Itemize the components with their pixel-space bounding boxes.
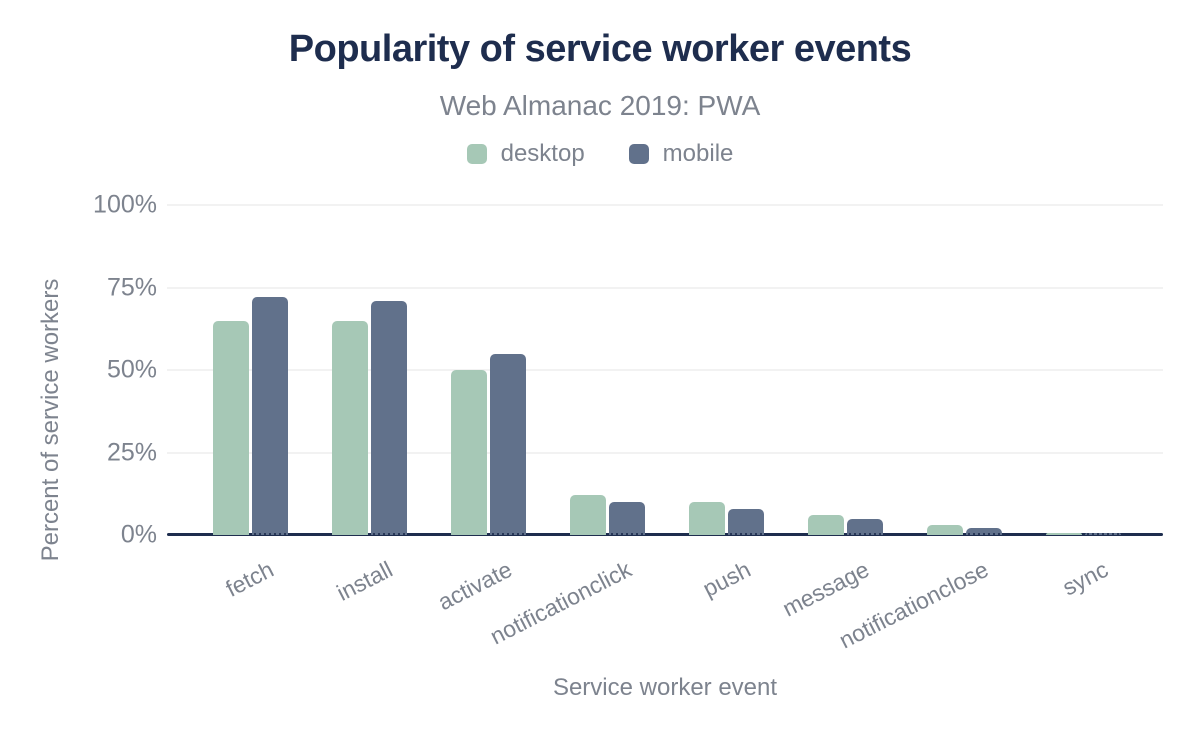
plot-area: 0% 25% 50% 75% 100% fetch install activate notif… xyxy=(93,191,1163,653)
bar-desktop-activate[interactable] xyxy=(450,370,487,535)
x-tick-label-message: message xyxy=(778,556,874,622)
x-tick-label-push: push xyxy=(698,556,755,602)
y-tick-label: 50% xyxy=(106,355,157,384)
bar-mobile-activate[interactable] xyxy=(489,353,526,535)
legend-swatch-desktop xyxy=(466,144,487,164)
y-grid-line xyxy=(167,286,1163,289)
bar-mobile-notificationclose[interactable] xyxy=(966,528,1003,535)
chart-title: Popularity of service worker events xyxy=(288,28,912,70)
bar-group-notificationclick: notificationclick xyxy=(486,205,645,649)
bar-group-notificationclose: notificationclose xyxy=(835,205,1003,653)
bar-group-push: push xyxy=(689,205,765,602)
y-tick-label: 0% xyxy=(120,520,157,549)
legend-item-desktop[interactable]: desktop xyxy=(466,140,585,168)
bar-desktop-install[interactable] xyxy=(331,320,368,535)
bar-desktop-sync[interactable] xyxy=(1046,533,1083,535)
x-axis-title: Service worker event xyxy=(552,674,778,701)
y-tick-label: 25% xyxy=(106,438,157,466)
x-tick-label-sync: sync xyxy=(1057,556,1112,601)
bar-mobile-notificationclick[interactable] xyxy=(608,502,645,535)
x-axis-line xyxy=(167,533,1163,536)
bar-desktop-push[interactable] xyxy=(689,502,726,535)
legend-item-mobile[interactable]: mobile xyxy=(628,140,734,168)
legend-swatch-mobile xyxy=(628,144,649,164)
bar-mobile-message[interactable] xyxy=(847,518,884,535)
bar-mobile-install[interactable] xyxy=(370,300,407,536)
chart-subtitle: Web Almanac 2019: PWA xyxy=(439,90,761,121)
bar-desktop-message[interactable] xyxy=(808,515,845,535)
legend: desktop mobile xyxy=(0,140,1200,168)
bar-mobile-sync[interactable] xyxy=(1085,533,1122,535)
bar-desktop-fetch[interactable] xyxy=(212,320,249,535)
bar-desktop-notificationclick[interactable] xyxy=(569,495,606,535)
bar-group-install: install xyxy=(331,205,407,606)
bar-group-activate: activate xyxy=(434,205,526,615)
x-tick-label-activate: activate xyxy=(433,556,517,616)
y-grid-line xyxy=(167,204,1163,206)
x-tick-label-install: install xyxy=(332,556,397,606)
bar-group-fetch: fetch xyxy=(212,205,288,602)
bar-mobile-push[interactable] xyxy=(728,508,765,536)
bar-group-sync: sync xyxy=(1046,205,1122,601)
y-axis-title: Percent of service workers xyxy=(37,278,64,562)
legend-label-desktop: desktop xyxy=(500,140,585,167)
legend-label-mobile: mobile xyxy=(662,140,734,167)
bar-group-message: message xyxy=(779,205,884,622)
y-grid-line xyxy=(167,451,1163,454)
x-tick-label-fetch: fetch xyxy=(221,556,278,602)
y-tick-label: 75% xyxy=(106,273,157,301)
y-grid-line xyxy=(167,369,1163,371)
bar-mobile-fetch[interactable] xyxy=(251,297,288,535)
y-tick-label: 100% xyxy=(93,190,157,219)
bar-desktop-notificationclose[interactable] xyxy=(927,525,964,535)
